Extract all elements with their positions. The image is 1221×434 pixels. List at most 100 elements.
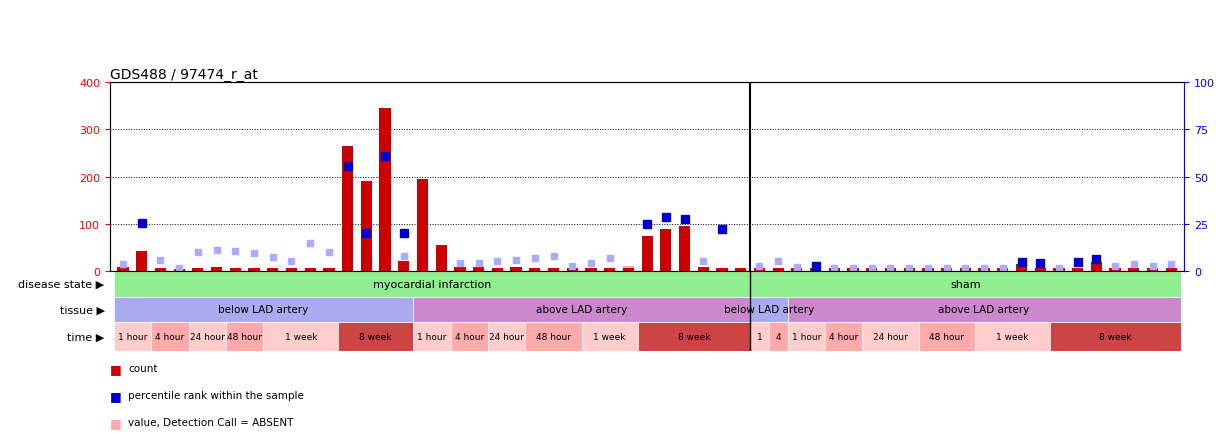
Bar (436, 270, 447, 272)
Bar (941, 270, 952, 272)
Bar (585, 268, 597, 272)
Bar (117, 270, 128, 272)
Bar (978, 268, 990, 272)
Bar (1072, 268, 1083, 272)
Text: 24 hour: 24 hour (490, 332, 524, 341)
Text: 24 hour: 24 hour (873, 332, 908, 341)
Bar (248, 270, 260, 272)
Bar (454, 270, 465, 272)
Bar (264, 322, 338, 351)
Text: below LAD artery: below LAD artery (724, 305, 814, 315)
Bar (697, 270, 709, 272)
Text: 24 hour: 24 hour (189, 332, 225, 341)
Bar (114, 272, 750, 297)
Text: above LAD artery: above LAD artery (536, 305, 628, 315)
Bar (451, 322, 488, 351)
Bar (510, 267, 521, 272)
Text: disease state ▶: disease state ▶ (18, 279, 105, 289)
Text: 8 week: 8 week (678, 332, 711, 341)
Bar (922, 270, 934, 272)
Bar (974, 322, 1050, 351)
Bar (360, 182, 372, 272)
Bar (1054, 268, 1065, 272)
Text: value, Detection Call = ABSENT: value, Detection Call = ABSENT (128, 417, 293, 427)
Bar (342, 146, 353, 272)
Text: below LAD artery: below LAD artery (219, 305, 309, 315)
Bar (473, 267, 485, 272)
Bar (436, 246, 447, 272)
Bar (548, 268, 559, 272)
Bar (904, 268, 915, 272)
Bar (717, 268, 728, 272)
Bar (117, 267, 128, 272)
Bar (525, 322, 581, 351)
Bar (324, 270, 335, 272)
Bar (773, 268, 784, 272)
Bar (1054, 270, 1065, 272)
Bar (1166, 268, 1177, 272)
Bar (847, 268, 858, 272)
Text: 1 hour: 1 hour (117, 332, 147, 341)
Bar (155, 270, 166, 272)
Text: 4 hour: 4 hour (454, 332, 484, 341)
Bar (192, 268, 204, 272)
Bar (1147, 270, 1159, 272)
Bar (151, 322, 188, 351)
Bar (1016, 265, 1027, 272)
Bar (825, 322, 862, 351)
Text: ■: ■ (110, 416, 122, 429)
Bar (623, 266, 634, 272)
Bar (753, 268, 766, 272)
Bar (788, 297, 1181, 322)
Bar (773, 270, 784, 272)
Bar (136, 252, 148, 272)
Bar (1128, 268, 1139, 272)
Bar (286, 268, 297, 272)
Bar (810, 268, 822, 272)
Text: 4 hour: 4 hour (829, 332, 858, 341)
Bar (173, 270, 184, 272)
Bar (788, 322, 825, 351)
Bar (114, 297, 413, 322)
Bar (548, 270, 559, 272)
Bar (623, 268, 634, 272)
Bar (1090, 262, 1103, 272)
Bar (922, 268, 934, 272)
Bar (866, 268, 878, 272)
Text: 1 week: 1 week (996, 332, 1028, 341)
Text: sham: sham (950, 279, 980, 289)
Bar (581, 322, 637, 351)
Bar (769, 322, 788, 351)
Bar (1110, 268, 1121, 272)
Text: 48 hour: 48 hour (227, 332, 263, 341)
Bar (267, 268, 278, 272)
Bar (750, 272, 1181, 297)
Bar (960, 270, 971, 272)
Text: ■: ■ (110, 389, 122, 402)
Bar (960, 268, 971, 272)
Bar (230, 270, 241, 272)
Bar (211, 267, 222, 272)
Bar (978, 270, 990, 272)
Bar (791, 268, 802, 272)
Bar (1050, 322, 1181, 351)
Bar (324, 268, 335, 272)
Bar (829, 270, 840, 272)
Bar (847, 270, 858, 272)
Bar (529, 270, 541, 272)
Bar (304, 268, 316, 272)
Bar (416, 180, 429, 272)
Bar (192, 270, 204, 272)
Bar (1147, 268, 1159, 272)
Bar (188, 322, 226, 351)
Bar (641, 236, 653, 272)
Bar (829, 268, 840, 272)
Bar (1166, 270, 1177, 272)
Text: percentile rank within the sample: percentile rank within the sample (128, 390, 304, 400)
Bar (735, 268, 746, 272)
Bar (488, 322, 525, 351)
Bar (866, 270, 878, 272)
Text: tissue ▶: tissue ▶ (60, 305, 105, 315)
Text: time ▶: time ▶ (67, 332, 105, 342)
Text: count: count (128, 363, 158, 373)
